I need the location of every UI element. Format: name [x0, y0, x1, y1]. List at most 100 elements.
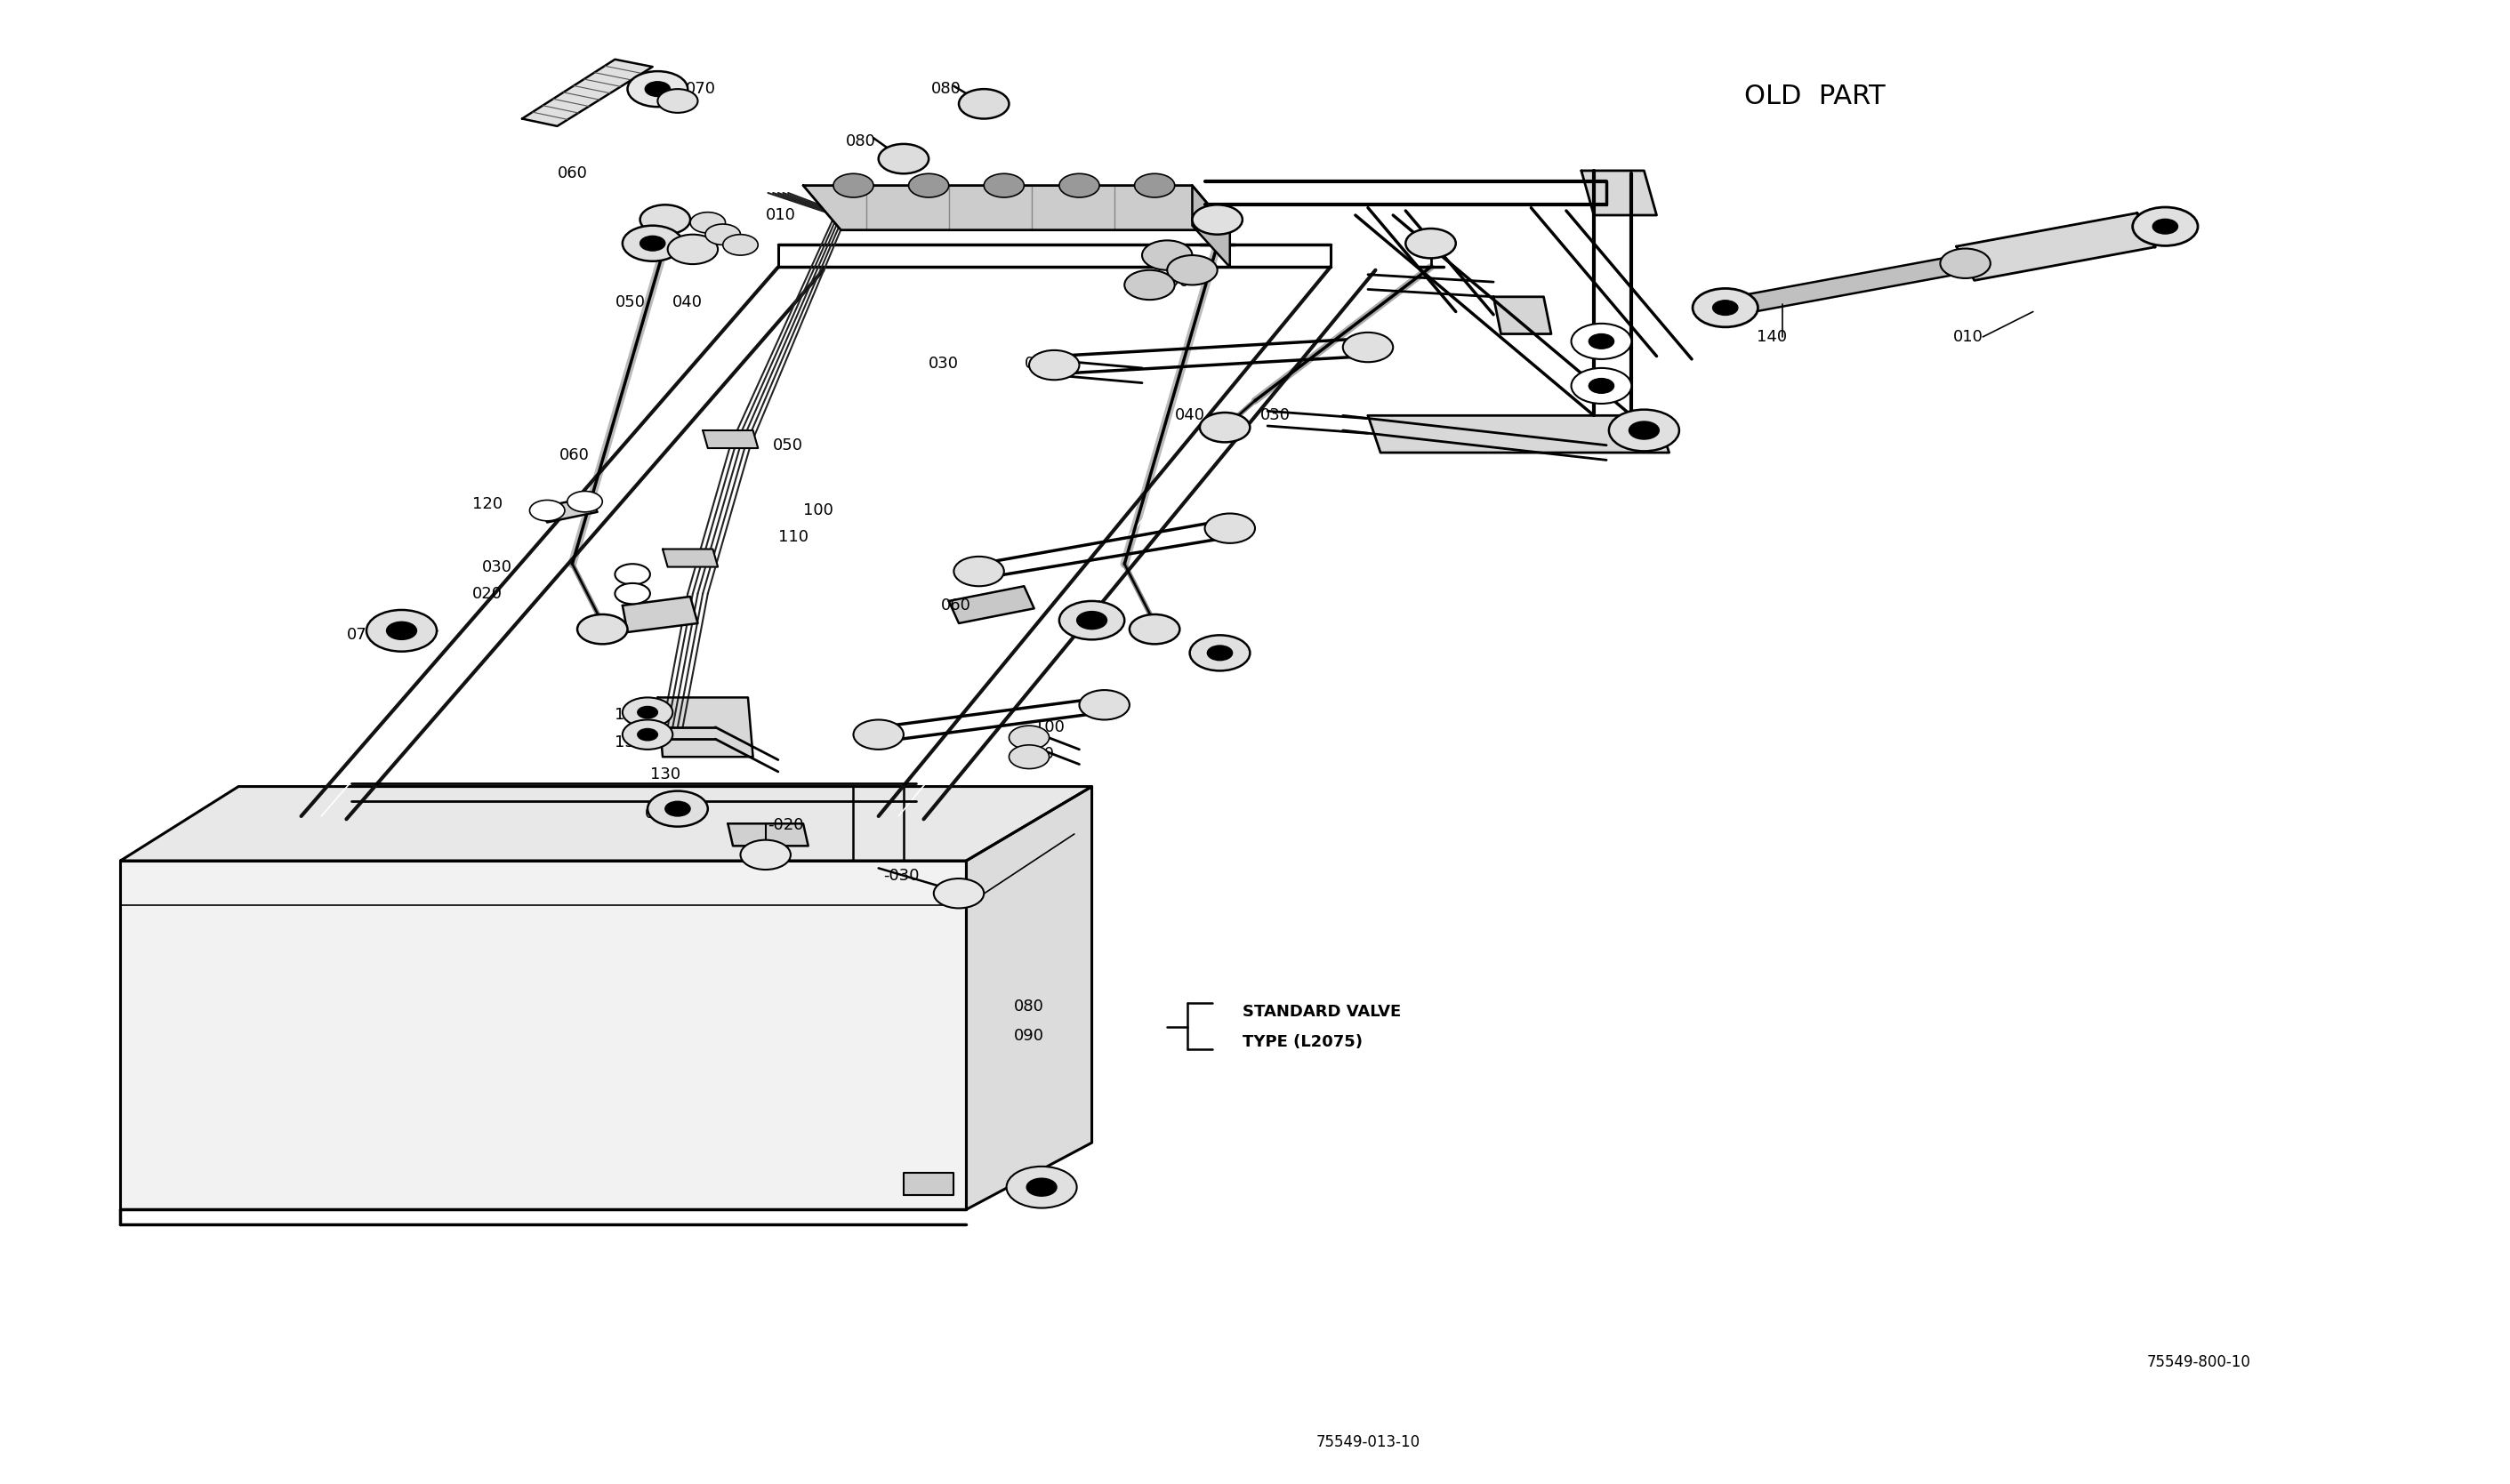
Polygon shape [1368, 416, 1669, 453]
Polygon shape [663, 549, 718, 567]
Circle shape [833, 174, 873, 197]
Circle shape [1589, 334, 1614, 349]
Text: 070: 070 [685, 82, 715, 96]
Circle shape [1142, 240, 1192, 270]
Circle shape [648, 791, 708, 827]
Circle shape [1059, 601, 1124, 640]
Text: 030: 030 [929, 356, 959, 371]
Circle shape [615, 583, 650, 604]
Circle shape [1029, 350, 1079, 380]
Polygon shape [540, 497, 597, 522]
Text: 130: 130 [615, 735, 645, 749]
Circle shape [934, 879, 984, 908]
Text: 090: 090 [1014, 1028, 1044, 1043]
Text: 050: 050 [773, 438, 803, 453]
Circle shape [909, 174, 949, 197]
Text: 080: 080 [931, 82, 961, 96]
Text: -020: -020 [768, 818, 803, 833]
Text: 100: 100 [803, 503, 833, 518]
Text: 040: 040 [1024, 356, 1054, 371]
Polygon shape [728, 824, 808, 846]
Circle shape [1692, 288, 1757, 326]
Text: 120: 120 [615, 708, 645, 723]
Circle shape [1190, 635, 1250, 671]
Circle shape [628, 71, 688, 107]
Text: 010: 010 [766, 208, 796, 223]
Text: -030: -030 [884, 868, 919, 883]
Circle shape [1712, 300, 1737, 315]
Circle shape [1571, 324, 1632, 359]
Circle shape [530, 500, 565, 521]
Circle shape [665, 801, 690, 816]
Polygon shape [949, 586, 1034, 623]
Circle shape [645, 82, 670, 96]
Circle shape [1406, 229, 1456, 258]
Polygon shape [1192, 186, 1230, 267]
Text: 080: 080 [846, 134, 876, 148]
Circle shape [1629, 421, 1659, 439]
Text: 040: 040 [1175, 408, 1205, 423]
Circle shape [1079, 690, 1130, 720]
Circle shape [567, 491, 602, 512]
Circle shape [622, 697, 673, 727]
Text: 110: 110 [1024, 746, 1054, 761]
Circle shape [1135, 174, 1175, 197]
Polygon shape [1955, 214, 2156, 280]
Circle shape [740, 840, 791, 870]
Circle shape [878, 144, 929, 174]
Circle shape [366, 610, 437, 651]
Circle shape [640, 236, 665, 251]
Text: 060: 060 [560, 448, 590, 463]
Polygon shape [1493, 297, 1551, 334]
Circle shape [1009, 745, 1049, 769]
Circle shape [658, 89, 698, 113]
Polygon shape [658, 697, 753, 757]
Circle shape [577, 614, 628, 644]
Text: TYPE (L2075): TYPE (L2075) [1242, 1034, 1363, 1049]
Text: 120: 120 [472, 497, 502, 512]
Circle shape [1007, 1166, 1077, 1208]
Polygon shape [904, 1172, 954, 1195]
Text: 75549-800-10: 75549-800-10 [2146, 1355, 2251, 1370]
Text: 090: 090 [1160, 275, 1190, 289]
Text: 030: 030 [482, 559, 512, 574]
Polygon shape [966, 787, 1092, 1209]
Polygon shape [120, 861, 966, 1209]
Circle shape [668, 234, 718, 264]
Circle shape [853, 720, 904, 749]
Text: 080: 080 [1014, 999, 1044, 1014]
Circle shape [954, 556, 1004, 586]
Circle shape [387, 622, 417, 640]
Text: 060: 060 [941, 598, 971, 613]
Circle shape [638, 706, 658, 718]
Circle shape [640, 205, 690, 234]
Circle shape [1124, 270, 1175, 300]
Circle shape [622, 720, 673, 749]
Circle shape [1167, 255, 1217, 285]
Circle shape [1200, 413, 1250, 442]
Circle shape [622, 226, 683, 261]
Text: STANDARD VALVE: STANDARD VALVE [1242, 1005, 1401, 1020]
Circle shape [2134, 208, 2199, 246]
Text: 070: 070 [346, 628, 376, 643]
Circle shape [1059, 174, 1099, 197]
Circle shape [2154, 220, 2179, 234]
Circle shape [1589, 378, 1614, 393]
Circle shape [1940, 248, 1990, 279]
Circle shape [638, 729, 658, 741]
Polygon shape [1581, 171, 1657, 215]
Circle shape [690, 212, 725, 233]
Polygon shape [803, 186, 1230, 230]
Text: 110: 110 [778, 530, 808, 545]
Text: 030: 030 [1260, 408, 1290, 423]
Polygon shape [120, 787, 1092, 861]
Circle shape [1571, 368, 1632, 404]
Circle shape [1130, 614, 1180, 644]
Text: 100: 100 [1034, 720, 1064, 735]
Circle shape [1077, 611, 1107, 629]
Text: 010: 010 [1215, 640, 1245, 654]
Circle shape [615, 564, 650, 585]
Text: 050: 050 [1079, 611, 1109, 626]
Text: 020: 020 [472, 586, 502, 601]
Circle shape [1205, 513, 1255, 543]
